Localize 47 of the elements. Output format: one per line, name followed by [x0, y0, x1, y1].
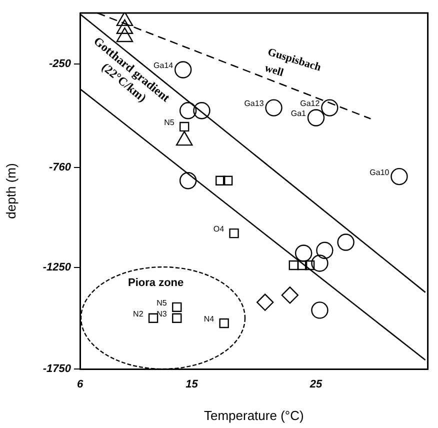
y-tick-label: -760 [48, 162, 72, 174]
annotation: Ga10 [370, 168, 390, 177]
point [222, 176, 233, 186]
x-axis-title: Temperature (°C) [204, 408, 304, 423]
point [311, 254, 328, 272]
point [256, 294, 274, 311]
annotation: N5 [164, 118, 175, 127]
annotation: O4 [213, 224, 225, 234]
annotation: Ga1 [290, 108, 307, 118]
point [172, 302, 182, 312]
annotation: N2 [133, 309, 144, 318]
point [179, 102, 197, 120]
point [321, 99, 338, 116]
point [174, 61, 192, 78]
point [337, 234, 354, 251]
y-tick-label: -1750 [42, 363, 72, 376]
annotation: Ga14 [154, 60, 174, 70]
point [304, 260, 315, 270]
point [390, 168, 408, 186]
x-tick-label: 15 [186, 378, 199, 391]
y-axis-title: depth (m) [3, 163, 18, 219]
annotation: Piora zone [128, 277, 184, 290]
annotation: N5 [156, 298, 168, 308]
y-tick-label: -1250 [42, 261, 72, 274]
point [216, 176, 226, 186]
point [116, 13, 134, 26]
point [316, 242, 334, 259]
point [311, 302, 328, 319]
point [180, 122, 190, 132]
annotation: N4 [204, 314, 215, 324]
point [229, 228, 239, 238]
point [219, 318, 229, 328]
annotation: Ga13 [244, 99, 264, 108]
point [281, 286, 299, 304]
point [294, 244, 312, 262]
point [172, 313, 182, 323]
point [193, 102, 210, 120]
point [288, 260, 298, 270]
annotation: Ga12 [300, 99, 320, 108]
point [179, 172, 197, 190]
point [148, 313, 158, 323]
point [265, 99, 282, 116]
point [307, 109, 325, 126]
x-tick-label: 6 [76, 378, 84, 391]
point [298, 260, 308, 270]
y-tick-label: -250 [48, 58, 72, 70]
x-tick-label: 25 [308, 378, 323, 391]
